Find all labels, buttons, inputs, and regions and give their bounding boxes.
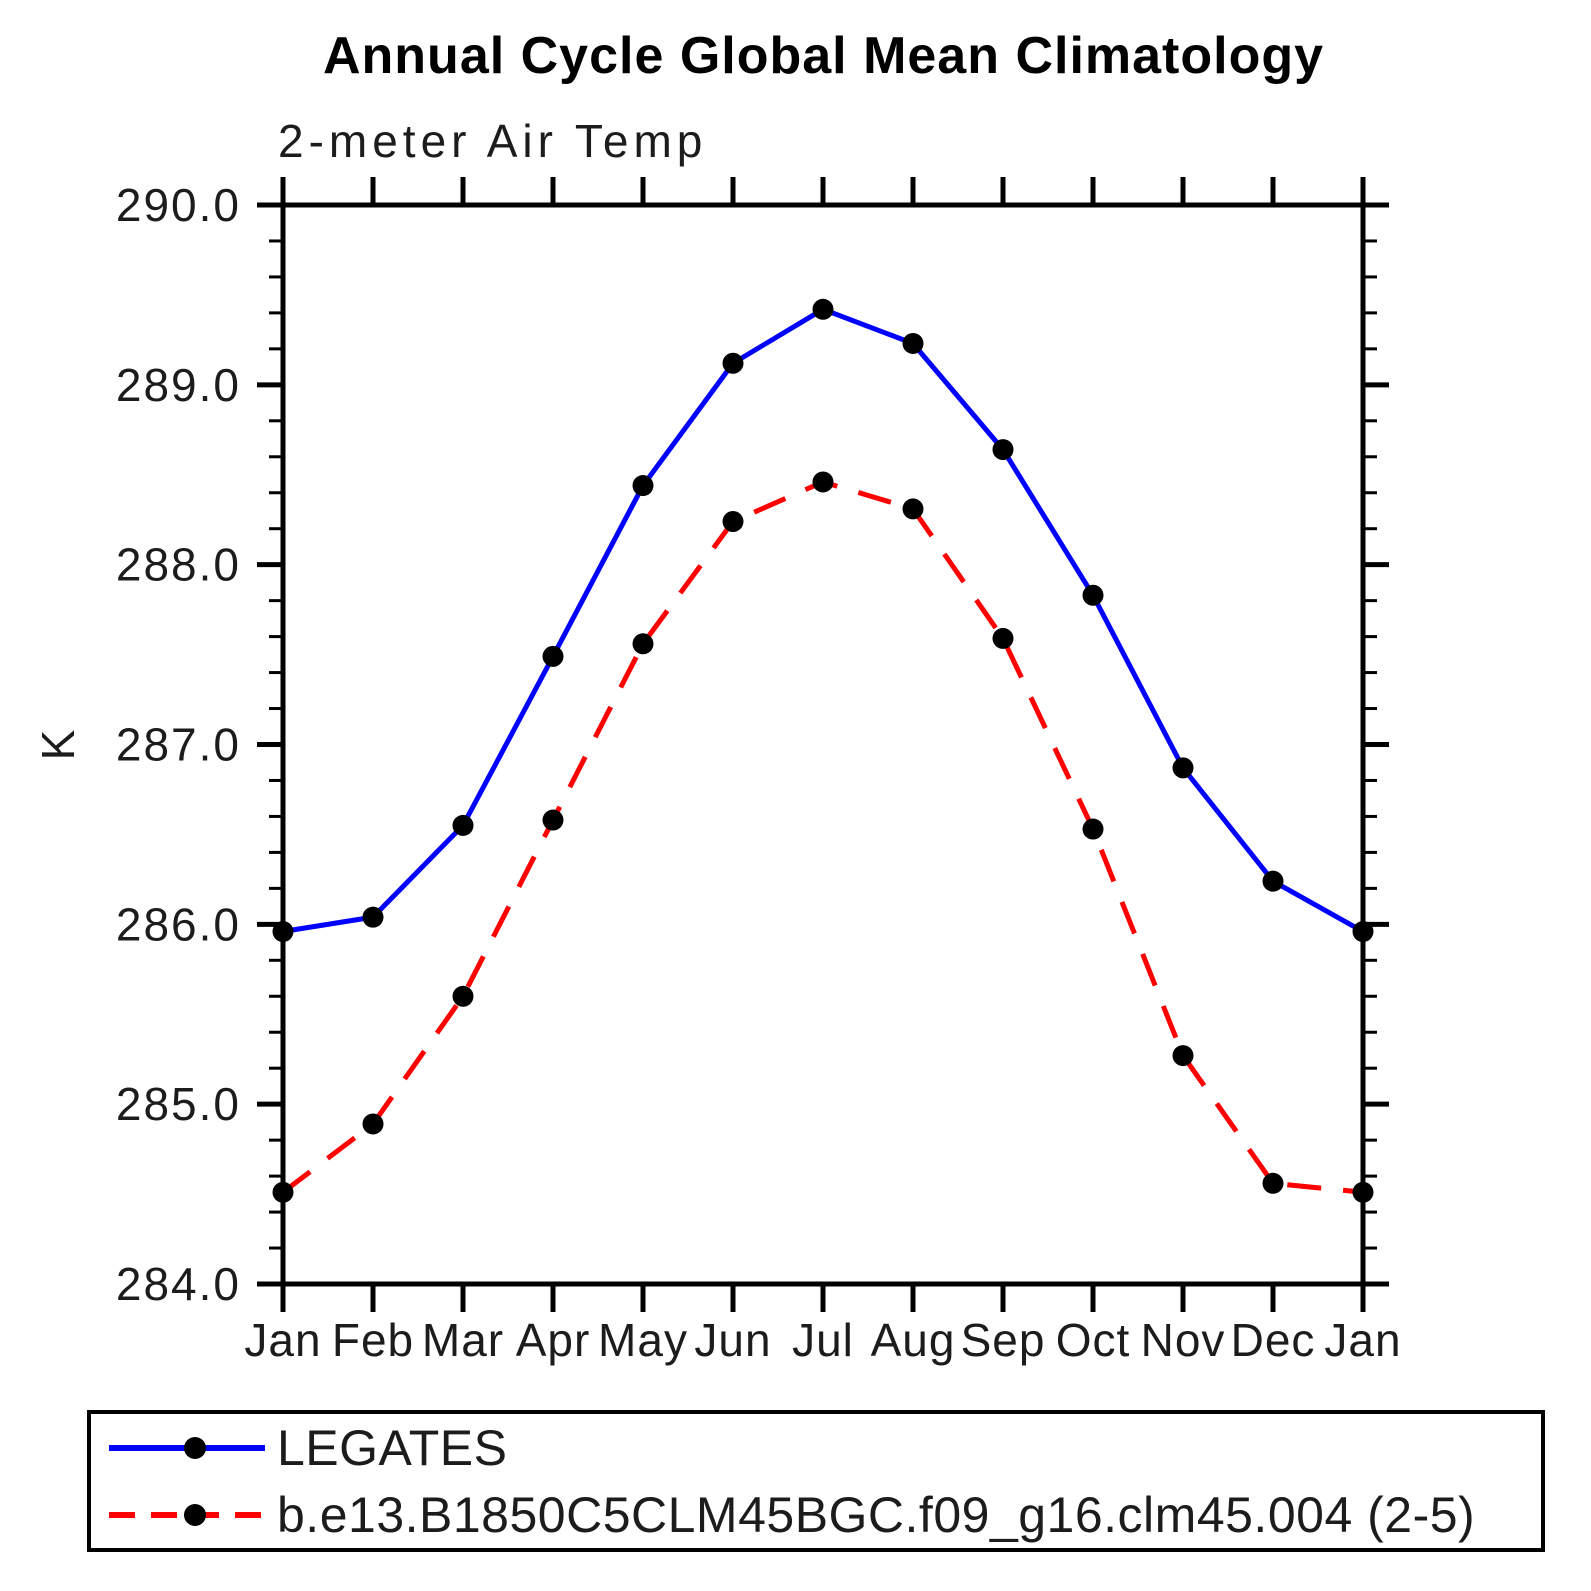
y-tick-label: 286.0 [116,898,241,950]
data-point-1 [722,511,744,533]
data-point-1 [1352,1181,1374,1203]
data-point-0 [722,352,744,374]
legend-sample-marker-icon [184,1503,206,1526]
legend-sample-marker-icon [184,1436,206,1459]
y-tick-label: 290.0 [116,179,241,231]
x-tick-label: Sep [961,1314,1046,1366]
y-tick-label: 285.0 [116,1078,241,1130]
x-tick-label: Apr [516,1314,591,1366]
data-point-0 [812,298,834,320]
data-point-0 [1082,584,1104,606]
x-tick-label: Dec [1231,1314,1316,1366]
legend-label-legates: LEGATES [277,1419,508,1476]
x-tick-label: Jan [244,1314,321,1366]
y-tick-label: 287.0 [116,719,241,771]
legend-entry-legates: LEGATES [107,1423,1541,1473]
legend-line-sample-solid [109,1436,265,1459]
data-point-0 [902,332,924,354]
data-point-1 [902,498,924,520]
x-tick-label: Feb [332,1314,414,1366]
data-point-1 [362,1113,384,1135]
y-tick-label: 289.0 [116,359,241,411]
chart-title: Annual Cycle Global Mean Climatology [322,27,1325,85]
x-tick-label: Oct [1056,1314,1131,1366]
x-tick-label: Aug [871,1314,956,1366]
data-point-0 [362,906,384,928]
data-point-0 [1352,921,1374,943]
data-point-0 [272,921,294,943]
x-tick-label: May [598,1314,688,1366]
data-point-1 [542,809,564,831]
data-point-0 [452,814,474,836]
data-point-1 [992,627,1014,649]
data-point-0 [1262,870,1284,892]
y-tick-label: 288.0 [116,539,241,591]
data-point-1 [632,633,654,655]
x-tick-label: Jan [1324,1314,1401,1366]
series-line-0 [282,306,1365,934]
legend-entry-model: b.e13.B1850C5CLM45BGC.f09_g16.clm45.004 … [107,1490,1541,1540]
y-tick-label: 284.0 [116,1258,241,1310]
plot-frame [280,202,1366,1287]
x-tick-label: Jul [792,1314,854,1366]
chart-subtitle: 2-meter Air Temp [278,115,708,167]
legend-line-sample-dashed [109,1503,265,1526]
data-point-1 [1262,1172,1284,1194]
data-point-1 [1172,1045,1194,1067]
legend-label-model: b.e13.B1850C5CLM45BGC.f09_g16.clm45.004 … [277,1486,1476,1543]
data-point-1 [812,471,834,493]
x-tick-label: Jun [694,1314,771,1366]
legend: LEGATES b.e13.B1850C5CLM45BGC.f09_g16.cl… [87,1410,1545,1552]
data-point-0 [632,475,654,497]
data-point-0 [1172,757,1194,779]
data-point-0 [542,645,564,667]
x-tick-label: Mar [422,1314,504,1366]
data-point-1 [272,1181,294,1203]
data-point-1 [1082,818,1104,840]
data-point-1 [452,985,474,1007]
x-tick-label: Nov [1141,1314,1226,1366]
data-point-0 [992,439,1014,461]
series-line-1 [281,479,1364,1195]
